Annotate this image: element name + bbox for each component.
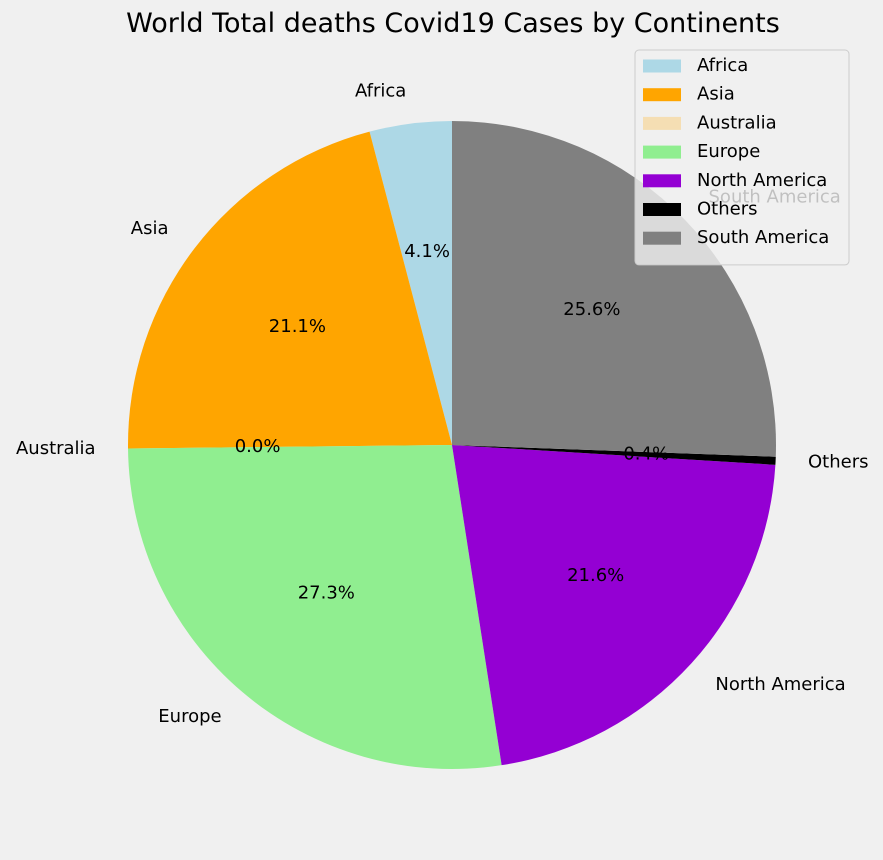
- pct-label-australia: 0.0%: [235, 436, 281, 457]
- legend-label-others: Others: [697, 199, 758, 220]
- legend-label-europe: Europe: [697, 141, 760, 162]
- slice-label-europe: Europe: [158, 706, 221, 727]
- legend-label-south-america: South America: [697, 227, 829, 248]
- slice-north-america: [452, 445, 776, 766]
- slice-south-america: [452, 121, 777, 457]
- pct-label-others: 0.4%: [623, 444, 669, 465]
- legend-swatch-europe: [643, 145, 681, 159]
- legend-label-asia: Asia: [697, 84, 735, 105]
- slice-europe: [128, 445, 502, 770]
- pct-label-south-america: 25.6%: [563, 299, 620, 320]
- legend-swatch-south-america: [643, 231, 681, 245]
- slice-others: [452, 445, 776, 465]
- slice-label-australia: Australia: [16, 438, 96, 459]
- legend-label-north-america: North America: [697, 170, 827, 191]
- legend: Africa Asia Australia Europe North America Ot…: [634, 49, 850, 266]
- legend-swatch-north-america: [643, 174, 681, 188]
- slice-label-others: Others: [808, 451, 869, 472]
- slice-africa: [369, 121, 452, 445]
- legend-label-australia: Australia: [697, 112, 777, 133]
- legend-frame: [634, 49, 850, 266]
- legend-swatch-africa: [643, 59, 681, 73]
- pct-label-europe: 27.3%: [298, 582, 355, 603]
- pie-slices: [128, 121, 777, 770]
- legend-swatch-australia: [643, 116, 681, 130]
- slice-label-asia: Asia: [131, 218, 169, 239]
- pct-label-africa: 4.1%: [404, 241, 450, 262]
- legend-swatch-asia: [643, 88, 681, 102]
- legend-label-africa: Africa: [697, 55, 748, 76]
- slice-label-north-america: North America: [715, 674, 845, 695]
- pct-label-asia: 21.1%: [269, 316, 326, 337]
- slice-asia: [128, 131, 452, 449]
- legend-swatch-others: [643, 203, 681, 216]
- slice-label-africa: Africa: [355, 81, 406, 102]
- chart-title: World Total deaths Covid19 Cases by Cont…: [126, 8, 780, 39]
- pct-label-north-america: 21.6%: [567, 565, 624, 586]
